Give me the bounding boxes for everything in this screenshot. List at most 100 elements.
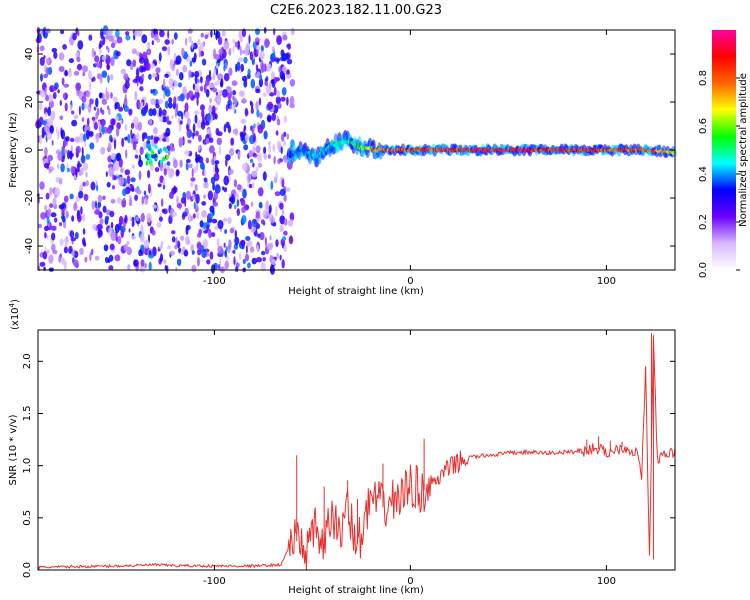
spectrogram-noise-cell <box>258 97 262 106</box>
spectrogram-noise-cell <box>234 229 237 239</box>
spectrogram-noise-cell <box>114 254 121 262</box>
snr-ytick-label: 0.5 <box>22 510 33 526</box>
spectrogram-noise-cell <box>96 73 102 80</box>
spectrogram-noise-cell <box>110 74 114 81</box>
spectrogram-noise-cell <box>223 187 228 193</box>
spectrogram-noise-cell <box>211 105 216 116</box>
spectrogram-noise-cell <box>283 115 287 123</box>
spectrogram-noise-cell <box>265 76 269 81</box>
spectrogram-noise-cell <box>245 245 248 254</box>
spectrogram-noise-cell <box>181 47 185 57</box>
spectrogram-blob-cell <box>154 153 158 159</box>
spectrogram-noise-cell <box>175 236 178 247</box>
spectrogram-noise-cell <box>209 212 214 219</box>
spectrogram-noise-cell <box>282 34 288 41</box>
spectrogram-noise-cell <box>106 181 111 188</box>
spectrogram-noise-cell <box>141 195 145 205</box>
spectrogram-noise-cell <box>93 51 97 56</box>
spectrogram-noise-cell <box>193 201 196 210</box>
spectrogram-noise-cell <box>166 115 170 125</box>
spectrogram-noise-cell <box>232 128 239 135</box>
spectrogram-noise-cell <box>72 259 79 267</box>
colorbar-gradient <box>712 30 736 270</box>
spectrogram-noise-cell <box>189 131 193 137</box>
spectrogram-noise-cell <box>250 201 254 207</box>
spectrogram-noise-cell <box>105 256 109 264</box>
spectrogram-noise-cell <box>271 112 277 122</box>
spectrogram-noise-cell <box>128 108 133 116</box>
spectrogram-noise-cell <box>185 162 189 171</box>
spectrogram-noise-cell <box>39 135 42 145</box>
spectrogram-noise-cell <box>205 88 210 98</box>
spectrogram-noise-cell <box>168 169 174 179</box>
spectrogram-noise-cell <box>210 29 213 38</box>
spectrogram-noise-cell <box>147 183 151 194</box>
spectrogram-noise-cell <box>131 235 136 240</box>
spectrogram-noise-cell <box>228 239 232 250</box>
spectrogram-noise-cell <box>200 42 205 48</box>
spectrogram-noise-cell <box>148 250 152 256</box>
spectrogram-noise-cell <box>135 75 141 83</box>
spectrogram-noise-cell <box>256 257 262 263</box>
spectrogram-noise-cell <box>269 242 274 249</box>
spectrogram-noise-cell <box>285 53 290 60</box>
spectrogram-noise-cell <box>251 57 255 66</box>
spectrogram-noise-cell <box>101 125 105 135</box>
spectrogram-noise-cell <box>200 76 203 84</box>
spectrogram-noise-cell <box>102 195 106 200</box>
spectrogram-noise-cell <box>262 257 266 262</box>
spectrogram-noise-cell <box>255 101 259 111</box>
spectrogram-noise-cell <box>235 63 238 73</box>
spectrogram-noise-cell <box>99 218 104 225</box>
spectrogram-noise-cell <box>81 117 85 122</box>
spectrogram-noise-cell <box>238 90 245 97</box>
spectrogram-noise-cell <box>290 27 295 36</box>
spectrogram-noise-cell <box>209 145 215 154</box>
spectrogram-noise-cell <box>252 152 256 157</box>
spectrogram-noise-cell <box>240 239 246 246</box>
spectrogram-noise-cell <box>279 202 284 210</box>
colorbar-tick-label: 0.6 <box>698 118 709 134</box>
spectrogram-noise-cell <box>93 106 97 111</box>
spectrogram-noise-cell <box>267 154 271 159</box>
spectrogram-noise-cell <box>136 79 139 87</box>
spectrogram-noise-cell <box>97 232 101 239</box>
spectrogram-noise-cell <box>202 238 208 249</box>
spectrogram-noise-cell <box>155 104 160 109</box>
spectrogram-noise-cell <box>173 159 178 169</box>
spectrogram-noise-cell <box>198 50 201 58</box>
spectrogram-noise-cell <box>164 73 169 78</box>
spectrogram-noise-cell <box>68 245 73 253</box>
spectrogram-noise-cell <box>39 56 45 66</box>
spectrogram-noise-cell <box>178 82 182 88</box>
spectrogram-noise-cell <box>148 119 153 125</box>
spectrogram-noise-cell <box>143 141 148 150</box>
spectrogram-noise-cell <box>282 236 287 242</box>
spectrogram-noise-cell <box>245 42 251 52</box>
spectrogram-noise-cell <box>117 197 123 203</box>
spectrogram-noise-cell <box>194 70 200 78</box>
spectrogram-noise-cell <box>82 228 86 235</box>
spectrogram-noise-cell <box>75 145 81 154</box>
spectrogram-xtick-label: -100 <box>203 276 226 287</box>
spectrogram-noise-cell <box>80 154 86 164</box>
spectrogram-noise-cell <box>83 133 87 142</box>
spectrogram-noise-cell <box>98 44 102 49</box>
spectrogram-noise-cell <box>242 258 246 265</box>
spectrogram-noise-cell <box>176 110 183 117</box>
spectrogram-noise-cell <box>289 79 296 87</box>
spectrogram-noise-cell <box>181 213 186 220</box>
spectrogram-noise-cell <box>204 34 209 40</box>
spectrogram-noise-cell <box>79 247 84 255</box>
snr-series-line <box>37 336 676 571</box>
spectrogram-noise-cell <box>134 154 139 159</box>
spectrogram-noise-cell <box>185 37 188 46</box>
spectrogram-noise-cell <box>128 228 131 233</box>
spectrogram-noise-cell <box>136 189 142 195</box>
snr-ytick-label: 1.0 <box>22 458 33 474</box>
spectrogram-noise-cell <box>192 194 195 201</box>
spectrogram-noise-cell <box>150 98 157 105</box>
spectrogram-noise-cell <box>140 224 144 233</box>
spectrogram-noise-cell <box>159 116 164 122</box>
spectrogram-noise-cell <box>165 88 171 97</box>
